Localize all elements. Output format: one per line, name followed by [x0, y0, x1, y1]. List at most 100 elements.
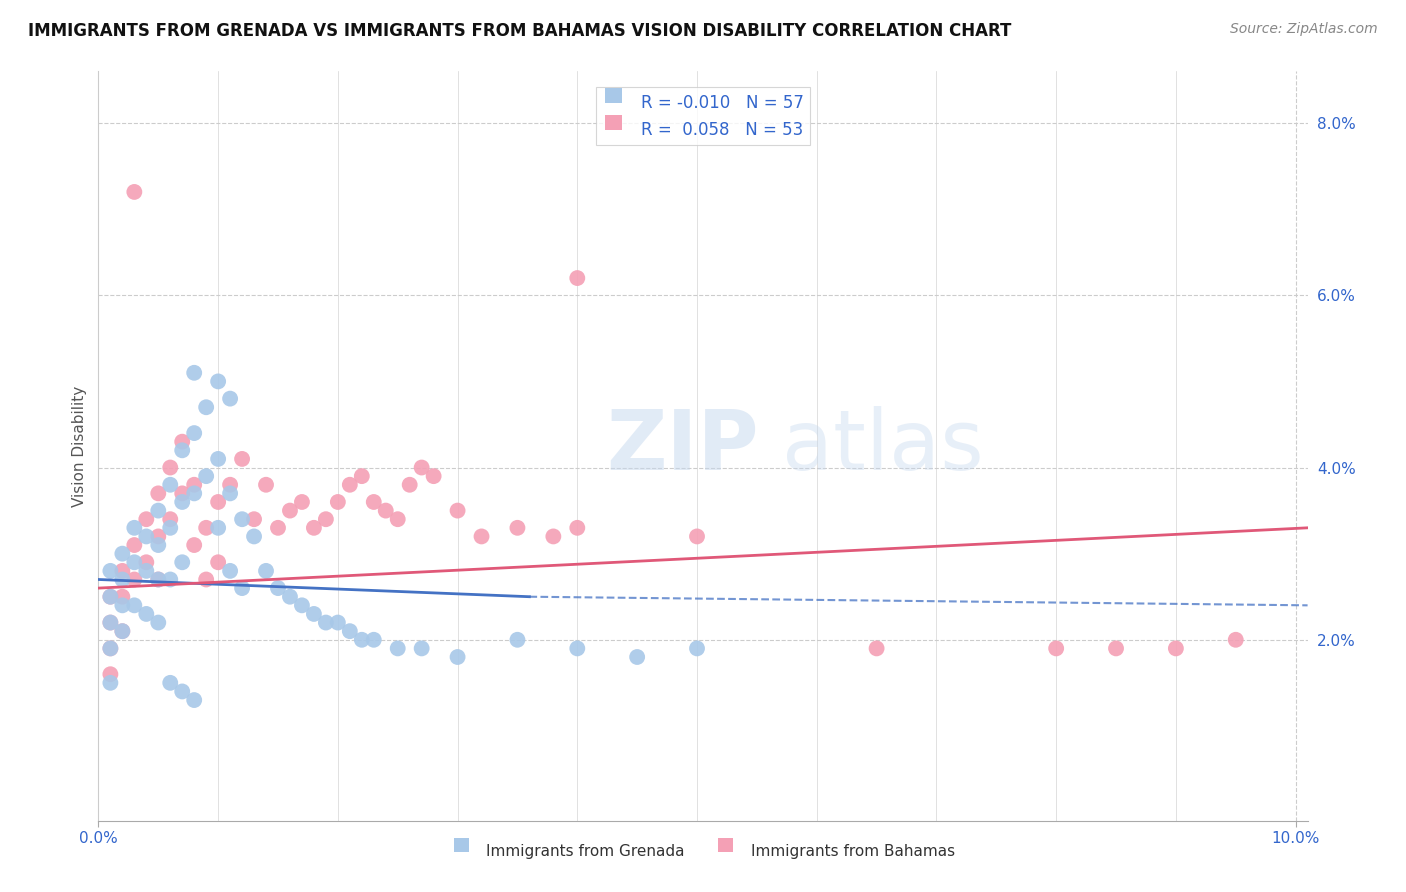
Point	[124, 599, 146, 613]
Point	[350, 469, 373, 483]
Point	[172, 684, 194, 698]
Point	[363, 632, 385, 647]
Point	[111, 590, 134, 604]
Point	[135, 555, 157, 569]
Point	[100, 590, 122, 604]
Point	[148, 615, 170, 630]
Point	[207, 555, 229, 569]
Point	[183, 538, 205, 552]
Point	[278, 503, 301, 517]
Point	[315, 615, 337, 630]
Point	[159, 676, 181, 690]
Point	[686, 641, 709, 656]
Point	[148, 538, 170, 552]
Point	[159, 573, 181, 587]
Point	[135, 512, 157, 526]
Point	[326, 495, 349, 509]
Point	[195, 469, 218, 483]
Point	[1105, 641, 1128, 656]
Point	[183, 486, 205, 500]
Point	[1225, 632, 1247, 647]
Point	[100, 676, 122, 690]
Point	[398, 477, 420, 491]
Point	[1045, 641, 1067, 656]
Point	[411, 641, 433, 656]
Point	[1164, 641, 1187, 656]
Point	[148, 573, 170, 587]
Point	[302, 607, 325, 621]
Point	[148, 529, 170, 543]
Point	[315, 512, 337, 526]
Point	[243, 512, 266, 526]
Point	[207, 521, 229, 535]
Point	[124, 185, 146, 199]
Point	[111, 573, 134, 587]
Point	[291, 495, 314, 509]
Point	[111, 624, 134, 639]
Point	[100, 564, 122, 578]
Point	[446, 503, 468, 517]
Point	[506, 521, 529, 535]
Point	[446, 650, 468, 665]
Point	[543, 529, 565, 543]
Point	[387, 641, 409, 656]
Point	[291, 599, 314, 613]
Point	[339, 624, 361, 639]
Point	[124, 555, 146, 569]
Point	[219, 486, 242, 500]
Point	[626, 650, 648, 665]
Point	[207, 375, 229, 389]
Point	[159, 512, 181, 526]
Point	[243, 529, 266, 543]
Point	[374, 503, 396, 517]
Point	[172, 443, 194, 458]
Point	[195, 401, 218, 415]
Legend: Immigrants from Grenada, Immigrants from Bahamas: Immigrants from Grenada, Immigrants from…	[446, 838, 960, 865]
Point	[183, 477, 205, 491]
Point	[363, 495, 385, 509]
Point	[148, 486, 170, 500]
Point	[506, 632, 529, 647]
Point	[207, 495, 229, 509]
Point	[339, 477, 361, 491]
Point	[387, 512, 409, 526]
Point	[195, 521, 218, 535]
Point	[159, 521, 181, 535]
Point	[148, 503, 170, 517]
Point	[302, 521, 325, 535]
Point	[183, 366, 205, 380]
Point	[686, 529, 709, 543]
Point	[411, 460, 433, 475]
Point	[124, 521, 146, 535]
Point	[100, 615, 122, 630]
Point	[326, 615, 349, 630]
Point	[470, 529, 492, 543]
Point	[159, 460, 181, 475]
Point	[422, 469, 444, 483]
Text: ZIP: ZIP	[606, 406, 759, 486]
Point	[100, 615, 122, 630]
Point	[111, 599, 134, 613]
Point	[207, 451, 229, 466]
Y-axis label: Vision Disability: Vision Disability	[72, 385, 87, 507]
Point	[865, 641, 887, 656]
Point	[267, 581, 290, 595]
Point	[219, 564, 242, 578]
Point	[219, 477, 242, 491]
Point	[100, 641, 122, 656]
Point	[183, 426, 205, 441]
Point	[172, 555, 194, 569]
Point	[124, 573, 146, 587]
Point	[100, 590, 122, 604]
Point	[231, 512, 253, 526]
Point	[159, 477, 181, 491]
Point	[567, 641, 589, 656]
Text: IMMIGRANTS FROM GRENADA VS IMMIGRANTS FROM BAHAMAS VISION DISABILITY CORRELATION: IMMIGRANTS FROM GRENADA VS IMMIGRANTS FR…	[28, 22, 1011, 40]
Point	[172, 434, 194, 449]
Point	[135, 564, 157, 578]
Point	[135, 607, 157, 621]
Point	[567, 521, 589, 535]
Point	[267, 521, 290, 535]
Point	[172, 486, 194, 500]
Point	[111, 564, 134, 578]
